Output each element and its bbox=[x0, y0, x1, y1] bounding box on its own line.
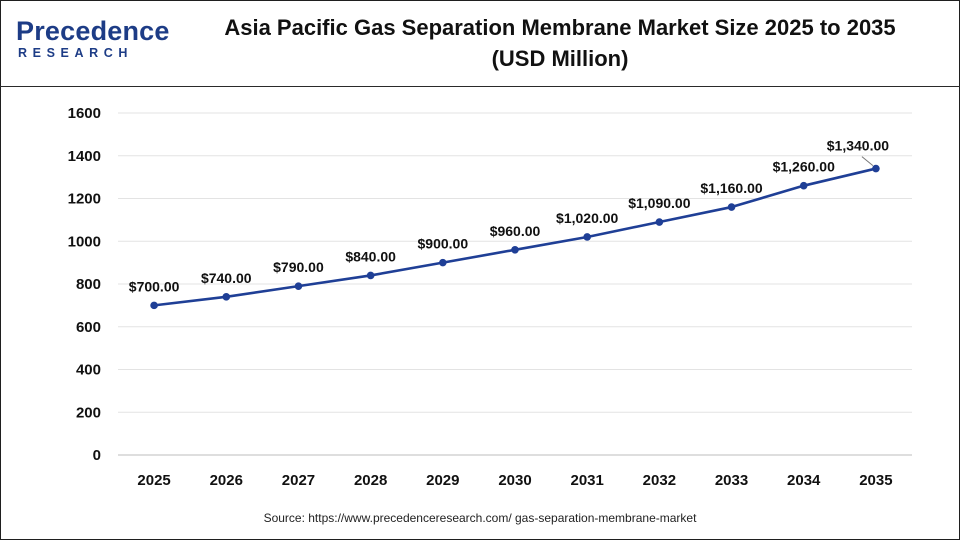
data-point bbox=[799, 181, 808, 190]
x-tick-label: 2033 bbox=[715, 472, 748, 489]
data-point bbox=[872, 164, 880, 173]
y-tick-label: 1600 bbox=[68, 105, 101, 122]
x-tick-label: 2028 bbox=[354, 472, 387, 489]
data-label: $1,020.00 bbox=[556, 210, 618, 226]
data-label: $740.00 bbox=[201, 270, 252, 286]
x-tick-label: 2035 bbox=[859, 472, 892, 489]
data-point bbox=[583, 233, 591, 241]
y-tick-label: 400 bbox=[76, 362, 101, 379]
source-note: Source: https://www.precedenceresearch.c… bbox=[263, 511, 697, 525]
data-label: $1,260.00 bbox=[773, 159, 835, 175]
y-tick-label: 0 bbox=[93, 447, 101, 464]
data-point bbox=[366, 271, 375, 280]
data-label: $1,090.00 bbox=[628, 195, 690, 211]
x-tick-label: 2027 bbox=[282, 472, 315, 489]
x-tick-label: 2030 bbox=[498, 472, 531, 489]
data-label-leader bbox=[861, 156, 874, 166]
data-point bbox=[294, 282, 303, 290]
x-tick-label: 2026 bbox=[210, 472, 243, 489]
data-point bbox=[439, 258, 447, 267]
data-point bbox=[150, 301, 158, 310]
data-label: $900.00 bbox=[418, 236, 469, 252]
x-tick-label: 2025 bbox=[137, 472, 170, 489]
data-point bbox=[727, 203, 736, 211]
chart-title: Asia Pacific Gas Separation Membrane Mar… bbox=[224, 15, 896, 40]
x-tick-label: 2029 bbox=[426, 472, 459, 489]
data-label: $700.00 bbox=[129, 278, 180, 294]
chart-area: 0 200 400 600 800 1000 1200 1400 1600 2025 2026 202… bbox=[0, 88, 960, 508]
header: Precedence RESEARCH Asia Pacific Gas Sep… bbox=[0, 0, 960, 87]
y-tick-label: 600 bbox=[76, 319, 101, 336]
y-tick-label: 800 bbox=[76, 276, 101, 293]
line-chart: 0 200 400 600 800 1000 1200 1400 1600 2025 2026 202… bbox=[68, 105, 912, 489]
data-label: $1,160.00 bbox=[700, 180, 762, 196]
chart-subtitle: (USD Million) bbox=[491, 46, 629, 71]
y-tick-label: 1000 bbox=[68, 233, 101, 250]
logo-brand-name: Precedence bbox=[16, 16, 170, 46]
y-tick-label: 1200 bbox=[68, 191, 101, 208]
logo-brand-subtitle: RESEARCH bbox=[18, 46, 133, 60]
x-tick-label: 2031 bbox=[570, 472, 603, 489]
data-point bbox=[511, 246, 519, 254]
data-point bbox=[655, 218, 664, 226]
data-point bbox=[222, 293, 231, 301]
data-label: $1,340.00 bbox=[827, 138, 889, 154]
x-tick-label: 2032 bbox=[643, 472, 676, 489]
y-tick-label: 1400 bbox=[68, 148, 101, 165]
y-tick-label: 200 bbox=[76, 404, 101, 421]
data-label: $840.00 bbox=[345, 248, 396, 264]
data-label: $960.00 bbox=[490, 223, 541, 239]
chart-title-block: Asia Pacific Gas Separation Membrane Mar… bbox=[170, 12, 950, 74]
brand-logo: Precedence RESEARCH bbox=[16, 14, 169, 70]
x-tick-label: 2034 bbox=[787, 472, 821, 489]
data-label: $790.00 bbox=[273, 259, 324, 275]
